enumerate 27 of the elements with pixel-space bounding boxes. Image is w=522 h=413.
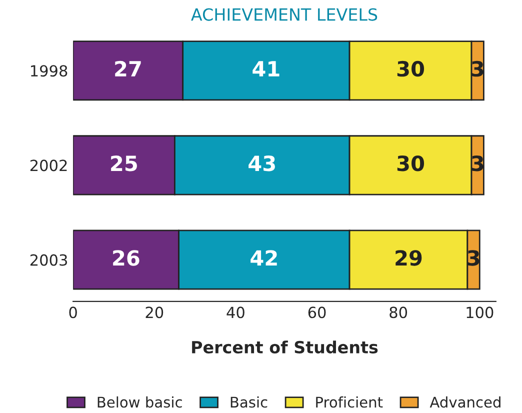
data-label: 27 <box>115 60 141 76</box>
y-tick-label: 2002 <box>30 160 67 172</box>
x-tick-label: 20 <box>146 306 164 318</box>
x-axis-title: Percent of Students <box>192 340 378 354</box>
data-label: 30 <box>397 60 424 77</box>
data-label: 3 <box>472 155 484 172</box>
data-label: 30 <box>397 155 424 172</box>
x-tick-label: 100 <box>466 306 494 318</box>
x-tick-label: 0 <box>69 306 77 318</box>
data-label: 41 <box>252 61 280 76</box>
legend-label: Basic <box>230 396 268 408</box>
data-label: 26 <box>113 250 140 266</box>
x-tick-label: 80 <box>390 306 408 318</box>
data-label: 29 <box>396 250 422 266</box>
x-tick-label: 40 <box>226 306 244 318</box>
legend-label: Below basic <box>98 396 182 408</box>
data-label: 43 <box>248 155 275 172</box>
legend-label: Advanced <box>430 396 500 408</box>
chart-title: ACHIEVEMENT LEVELS <box>191 8 378 21</box>
legend-label: Proficient <box>316 396 383 408</box>
data-label: 25 <box>111 155 137 172</box>
y-tick-label: 2003 <box>30 254 67 266</box>
data-label: 3 <box>472 60 484 77</box>
data-label: 3 <box>468 250 480 266</box>
data-label: 42 <box>250 250 277 266</box>
y-tick-label: 1998 <box>31 65 68 77</box>
x-tick-label: 60 <box>308 306 326 318</box>
